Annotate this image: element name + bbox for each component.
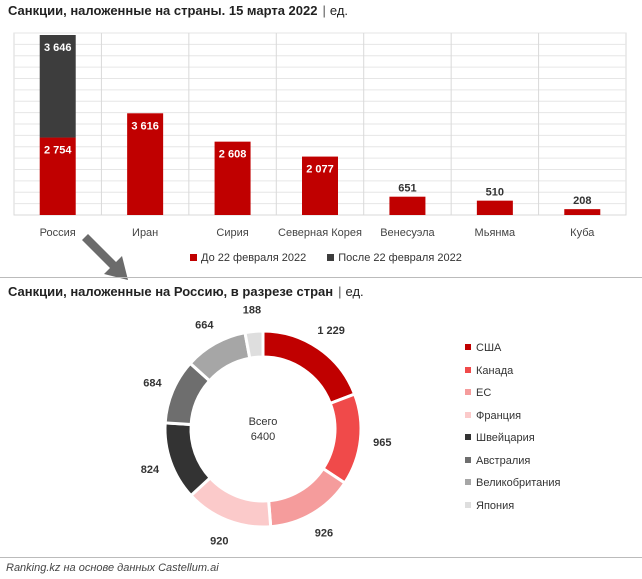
category-label-6: Куба bbox=[570, 227, 595, 239]
bar-before-3 bbox=[302, 156, 338, 215]
legend-label-6: Великобритания bbox=[476, 477, 561, 489]
bar-before-0 bbox=[39, 137, 76, 215]
category-label-1: Иран bbox=[132, 227, 158, 239]
slice-label-2: 926 bbox=[315, 527, 333, 539]
legend-item-2: ЕС bbox=[465, 387, 560, 410]
down-right-arrow-icon bbox=[82, 234, 128, 280]
bar-before-1 bbox=[127, 113, 164, 215]
legend-item-5: Австралия bbox=[465, 455, 560, 478]
legend-swatch-5 bbox=[465, 456, 471, 463]
data-label-before-3: 2 077 bbox=[306, 164, 334, 176]
category-label-2: Сирия bbox=[216, 227, 248, 239]
legend-swatch-0 bbox=[465, 344, 471, 350]
category-label-4: Венесуэла bbox=[380, 227, 435, 239]
legend-item-0: США bbox=[465, 342, 560, 365]
slice-label-4: 824 bbox=[141, 464, 160, 476]
bar-chart-title: Санкции, наложенные на страны. 15 марта … bbox=[8, 3, 349, 18]
legend-item-3: Франция bbox=[465, 410, 560, 433]
legend-item-7: Япония bbox=[465, 500, 560, 523]
slice-label-0: 1 229 bbox=[317, 325, 345, 337]
legend-swatch-6 bbox=[465, 479, 471, 485]
donut-slice-0 bbox=[261, 329, 357, 406]
category-label-3: Северная Корея bbox=[278, 227, 362, 239]
data-label-before-0: 2 754 bbox=[44, 145, 72, 157]
legend-item-6: Великобритания bbox=[465, 477, 560, 500]
legend-item-1: Канада bbox=[465, 365, 560, 388]
legend-label-5: Австралия bbox=[476, 454, 531, 467]
donut-slice-7 bbox=[243, 329, 265, 360]
source-footer: Ranking.kz на основе данных Castellum.ai bbox=[6, 562, 219, 574]
slice-label-7: 188 bbox=[243, 305, 261, 317]
bar-chart-legend: До 22 февраля 2022 После 22 февраля 2022 bbox=[190, 252, 480, 264]
legend-label-1: Канада bbox=[476, 364, 514, 377]
bar-after-0 bbox=[39, 35, 76, 138]
legend-swatch-7 bbox=[465, 501, 471, 508]
donut-center-caption: Всего bbox=[249, 416, 278, 428]
bar-before-5 bbox=[476, 200, 513, 215]
donut-center-total: 6400 bbox=[251, 431, 275, 443]
legend-label-2: ЕС bbox=[476, 387, 492, 399]
data-label-after-0: 3 646 bbox=[44, 42, 72, 54]
legend-label-7: Япония bbox=[476, 499, 515, 512]
legend-swatch-1 bbox=[465, 366, 471, 373]
bar-before-6 bbox=[564, 209, 601, 215]
legend-label-4: Швейцария bbox=[476, 432, 535, 444]
donut-slice-4 bbox=[163, 421, 213, 498]
slice-label-6: 664 bbox=[195, 319, 214, 331]
legend-label-0: США bbox=[476, 342, 502, 354]
data-label-before-4: 651 bbox=[398, 183, 416, 195]
data-label-before-1: 3 616 bbox=[131, 120, 159, 132]
legend-item-4: Швейцария bbox=[465, 432, 560, 455]
slice-label-3: 920 bbox=[210, 536, 228, 548]
donut-chart: 1 229 965 926 920 824 684 664 188 Всего 6400 bbox=[141, 305, 392, 548]
category-label-5: Мьянма bbox=[475, 227, 516, 239]
legend-swatch-4 bbox=[465, 434, 471, 440]
data-label-before-5: 510 bbox=[486, 187, 504, 199]
legend-item-after: После 22 февраля 2022 bbox=[327, 252, 462, 264]
donut-slice-2 bbox=[267, 466, 347, 529]
legend-swatch-before bbox=[190, 254, 197, 261]
bar-before-4 bbox=[389, 196, 426, 215]
legend-swatch-after bbox=[327, 254, 335, 261]
section-divider bbox=[0, 277, 642, 278]
donut-chart-title: Санкции, наложенные на Россию, в разрезе… bbox=[8, 284, 364, 299]
donut-slice-1 bbox=[321, 392, 363, 486]
legend-item-before: До 22 февраля 2022 bbox=[190, 252, 306, 264]
bar-before-2 bbox=[214, 141, 251, 215]
legend-swatch-3 bbox=[465, 411, 471, 418]
footer-divider bbox=[0, 557, 642, 558]
legend-swatch-2 bbox=[465, 389, 471, 395]
data-label-before-2: 2 608 bbox=[219, 149, 247, 161]
slice-label-1: 965 bbox=[373, 437, 391, 449]
legend-label-3: Франция bbox=[476, 409, 522, 422]
donut-chart-legend: США Канада ЕС Франция Швейцария Австралия Вели… bbox=[465, 342, 560, 522]
bar-chart: 3 646 2 754 Россия 3 616 Иран 2 608 Сирия 2 077… bbox=[13, 32, 627, 239]
category-label-0: Россия bbox=[40, 227, 76, 239]
data-label-before-6: 208 bbox=[573, 195, 591, 207]
slice-label-5: 684 bbox=[143, 377, 162, 389]
